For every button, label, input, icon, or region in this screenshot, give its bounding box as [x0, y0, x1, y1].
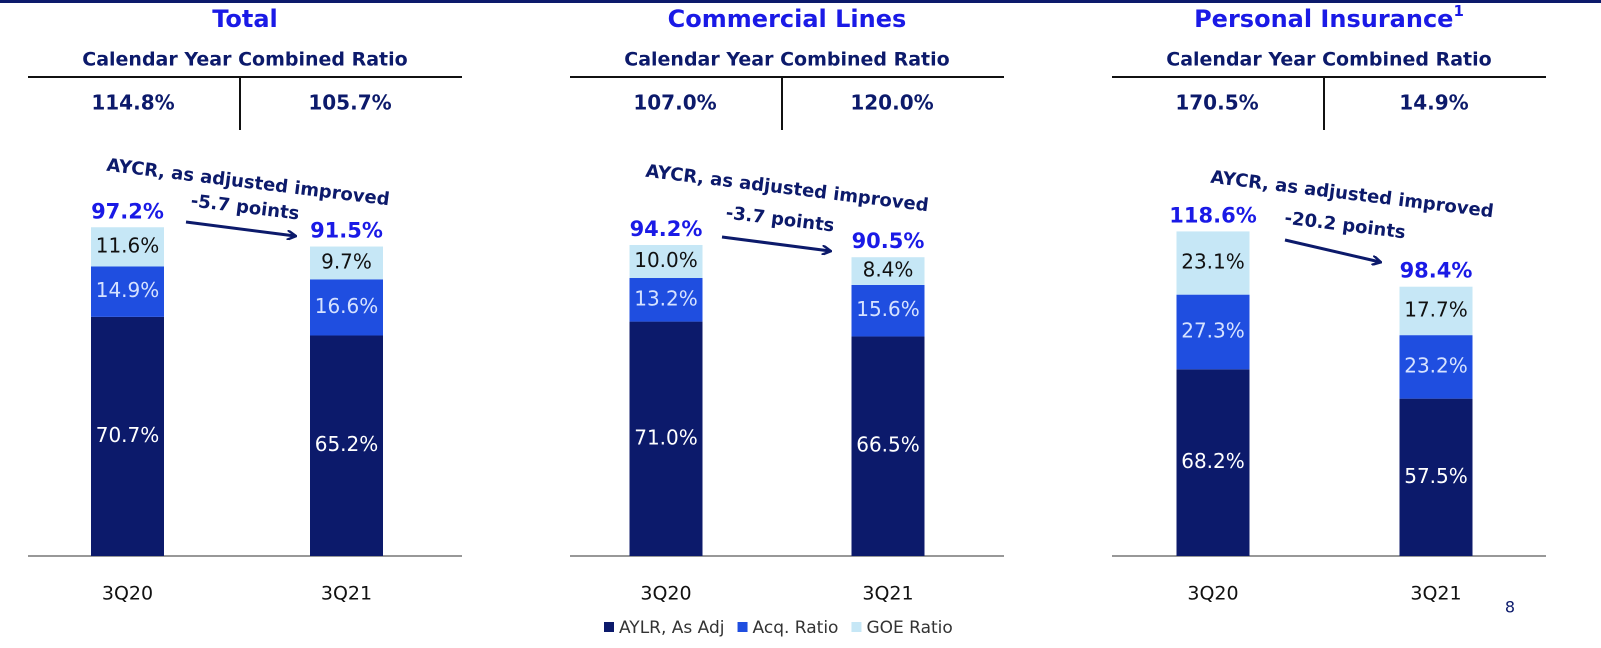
value-label: 14.9% — [96, 278, 160, 302]
calendar-year-ratio: 114.8% — [91, 91, 174, 115]
bar-segment — [629, 321, 703, 556]
chart-title: Total — [212, 5, 278, 33]
x-tick-label: 3Q21 — [862, 583, 913, 605]
x-tick-label: 3Q20 — [1187, 583, 1238, 605]
bar-segment — [310, 279, 383, 336]
chart-subtitle: Calendar Year Combined Ratio — [82, 49, 407, 71]
chart-title: Commercial Lines — [668, 5, 907, 33]
value-label: 68.2% — [1181, 449, 1245, 473]
legend-swatch — [604, 622, 614, 632]
value-label: 13.2% — [634, 286, 698, 310]
arrow — [185, 220, 295, 236]
total-label: 97.2% — [91, 199, 164, 223]
bar-segment — [1399, 286, 1473, 336]
x-tick-label: 3Q20 — [640, 583, 691, 605]
bar-segment — [91, 316, 164, 556]
title-text: Commercial Lines — [668, 5, 907, 33]
total-label: 94.2% — [630, 217, 703, 241]
annotation: AYCR, as adjusted improved — [644, 161, 929, 217]
legend-swatch — [737, 622, 748, 632]
calendar-year-ratio: 170.5% — [1175, 91, 1258, 115]
bar-segment — [310, 335, 383, 556]
bar-segment — [310, 246, 383, 280]
chart-title: Personal Insurance1 — [1194, 2, 1464, 34]
calendar-year-ratio: 14.9% — [1399, 91, 1468, 115]
calendar-year-ratio: 105.7% — [308, 91, 391, 115]
bar-segment — [629, 244, 703, 279]
value-label: 11.6% — [96, 233, 160, 257]
chart-subtitle: Calendar Year Combined Ratio — [624, 49, 949, 71]
top-rule — [0, 0, 1601, 3]
annotation: -20.2 points — [1283, 208, 1406, 244]
value-label: 15.6% — [856, 297, 920, 321]
total-label: 98.4% — [1400, 259, 1473, 283]
legend-label: Acq. Ratio — [753, 618, 839, 638]
x-tick-label: 3Q21 — [321, 583, 372, 605]
calendar-year-ratio: 120.0% — [850, 91, 933, 115]
bar-segment — [1176, 369, 1250, 556]
total-label: 118.6% — [1169, 203, 1256, 227]
value-label: 66.5% — [856, 433, 920, 457]
bar-segment — [1399, 335, 1473, 399]
legend-swatch — [851, 622, 862, 632]
title-text: Total — [212, 5, 278, 33]
value-label: 8.4% — [863, 258, 914, 282]
value-label: 57.5% — [1404, 464, 1468, 488]
bar-segment — [851, 336, 925, 556]
value-label: 23.2% — [1404, 353, 1468, 377]
annotation: -3.7 points — [725, 202, 836, 236]
value-label: 9.7% — [321, 249, 372, 273]
arrow — [721, 235, 830, 251]
value-label: 16.6% — [315, 294, 379, 318]
bar-segment — [851, 257, 925, 285]
bar-segment — [1399, 398, 1473, 556]
value-label: 27.3% — [1181, 318, 1245, 342]
total-label: 90.5% — [852, 229, 925, 253]
legend-label: AYLR, As Adj — [619, 618, 725, 638]
value-label: 17.7% — [1404, 297, 1468, 321]
total-label: 91.5% — [310, 219, 383, 243]
value-label: 23.1% — [1181, 250, 1245, 274]
arrow — [1284, 238, 1380, 262]
chart-subtitle: Calendar Year Combined Ratio — [1166, 49, 1491, 71]
title-note: 1 — [1453, 2, 1463, 20]
value-label: 65.2% — [315, 432, 379, 456]
legend-label: GOE Ratio — [866, 618, 952, 638]
calendar-year-ratio: 107.0% — [633, 91, 716, 115]
bar-segment — [629, 278, 703, 322]
bar-segment — [91, 227, 164, 267]
bar-segment — [1176, 231, 1250, 295]
title-text: Personal Insurance — [1194, 5, 1453, 33]
value-label: 71.0% — [634, 425, 698, 449]
x-tick-label: 3Q20 — [102, 583, 153, 605]
bar-segment — [1176, 294, 1250, 370]
page-number: 8 — [1505, 598, 1515, 617]
x-tick-label: 3Q21 — [1410, 583, 1461, 605]
value-label: 10.0% — [634, 248, 698, 272]
bar-segment — [91, 266, 164, 317]
bar-segment — [851, 284, 925, 337]
value-label: 70.7% — [96, 423, 160, 447]
